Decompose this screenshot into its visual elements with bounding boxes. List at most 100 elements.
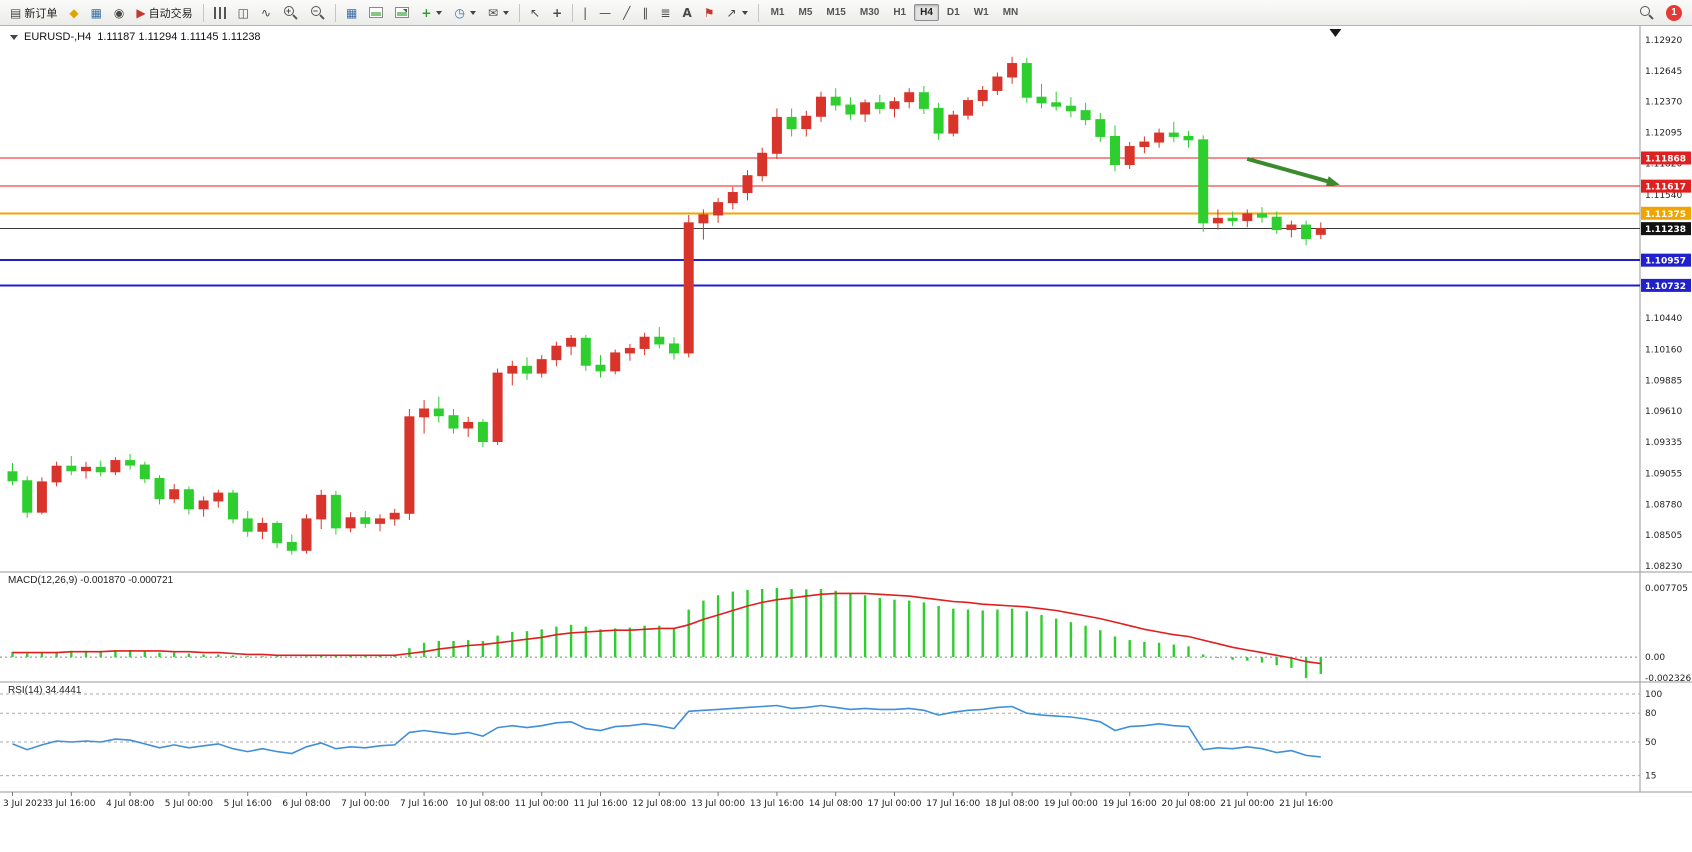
symbol-dropdown-icon[interactable] xyxy=(10,34,18,40)
price-badge xyxy=(1641,278,1691,292)
macd-axis-label: -0.002326 xyxy=(1645,674,1691,684)
price-axis-label: 1.09610 xyxy=(1645,407,1682,417)
bar-chart-button[interactable] xyxy=(209,2,231,24)
candlestick-button[interactable]: ◫ xyxy=(233,2,254,24)
candle-body xyxy=(845,104,856,115)
macd-label: MACD(12,26,9) -0.001870 -0.000721 xyxy=(8,575,174,586)
candle-body xyxy=(375,518,385,524)
candle-body xyxy=(228,492,238,520)
announcements-button[interactable]: ◆ xyxy=(64,2,83,24)
auto-scroll-button[interactable] xyxy=(364,2,388,24)
candle-body xyxy=(7,471,18,482)
notification-badge[interactable]: 1 xyxy=(1666,4,1682,21)
candle-body xyxy=(1242,213,1253,222)
timeframe-button-m15[interactable]: M15 xyxy=(820,4,851,21)
timeframe-button-mn[interactable]: MN xyxy=(997,4,1025,21)
indicators-plus-icon: + xyxy=(421,5,432,20)
vertical-line-button[interactable]: | xyxy=(578,2,592,24)
zoom-out-icon: − xyxy=(310,5,325,20)
candle-body xyxy=(125,460,136,466)
fibonacci-icon: ≣ xyxy=(660,5,671,20)
toolbar-right: 1 xyxy=(1633,2,1688,24)
bar-chart-icon xyxy=(213,6,226,19)
channel-icon: ∥ xyxy=(642,5,649,20)
candle-body xyxy=(272,522,283,543)
timeframe-button-m30[interactable]: M30 xyxy=(854,4,885,21)
trendline-button[interactable]: ╱ xyxy=(618,2,635,24)
candle-body xyxy=(360,517,371,524)
trend-arrow[interactable] xyxy=(1246,156,1335,185)
arrows-button[interactable]: ↗ xyxy=(722,2,753,24)
timeframe-button-h4[interactable]: H4 xyxy=(914,4,939,21)
candle-body xyxy=(22,480,33,513)
cursor-button[interactable]: ↖ xyxy=(525,2,545,24)
chart-shift-marker xyxy=(1329,29,1342,37)
macd-signal-line xyxy=(12,592,1321,665)
candle-body xyxy=(1065,105,1076,112)
line-chart-icon: ∿ xyxy=(260,5,272,20)
search-button[interactable] xyxy=(1634,2,1659,24)
text-button[interactable]: A xyxy=(677,2,696,24)
chart-shift-button[interactable] xyxy=(390,2,414,24)
periods-button[interactable]: ◷ xyxy=(449,2,480,24)
charts-button[interactable]: ▦ xyxy=(86,2,107,24)
market-watch-button[interactable]: ◉ xyxy=(109,2,129,24)
candle-body xyxy=(683,222,694,354)
tile-windows-button[interactable]: ▦ xyxy=(341,2,362,24)
horizontal-line-button[interactable]: — xyxy=(594,2,616,24)
time-axis-label: 12 Jul 08:00 xyxy=(632,799,686,809)
candle-body xyxy=(992,76,1003,91)
auto-scroll-icon xyxy=(369,7,384,18)
candle-body xyxy=(139,464,150,480)
new-order-label: 新订单 xyxy=(24,7,58,20)
templates-button[interactable]: ✉ xyxy=(483,2,514,24)
zoom-in-button[interactable]: + xyxy=(278,2,303,24)
indicators-button[interactable]: + xyxy=(416,2,447,24)
time-axis-label: 19 Jul 00:00 xyxy=(1044,799,1098,809)
candle-body xyxy=(1080,110,1091,121)
timeframe-button-m5[interactable]: M5 xyxy=(793,4,819,21)
candle-body xyxy=(816,96,826,117)
search-icon xyxy=(1639,5,1654,20)
label-button[interactable]: ⚑ xyxy=(699,2,720,24)
line-chart-button[interactable]: ∿ xyxy=(256,2,276,24)
price-badge-label: 1.10732 xyxy=(1645,282,1686,292)
timeframe-button-d1[interactable]: D1 xyxy=(941,4,966,21)
autotrading-button[interactable]: ▶ 自动交易 xyxy=(131,2,197,24)
toolbar-separator xyxy=(519,3,520,22)
fibonacci-button[interactable]: ≣ xyxy=(655,2,675,24)
candle-body xyxy=(1154,132,1165,143)
candle-body xyxy=(727,192,738,204)
caret-down-icon xyxy=(469,10,476,15)
timeframe-button-m1[interactable]: M1 xyxy=(765,4,791,21)
crosshair-button[interactable]: + xyxy=(547,2,567,24)
price-badge xyxy=(1641,151,1691,165)
zoom-out-button[interactable]: − xyxy=(305,2,330,24)
channel-button[interactable]: ∥ xyxy=(637,2,653,24)
candle-body xyxy=(771,116,782,154)
candle-body xyxy=(860,102,871,115)
time-axis-label: 7 Jul 16:00 xyxy=(400,799,449,809)
price-axis-label: 1.08230 xyxy=(1645,562,1682,572)
tile-windows-icon: ▦ xyxy=(346,5,358,20)
vertical-line-icon: | xyxy=(583,5,588,20)
time-axis-label: 3 Jul 16:00 xyxy=(47,799,96,809)
candle-body xyxy=(463,421,474,429)
candle-body xyxy=(1036,96,1047,104)
time-axis-label: 5 Jul 16:00 xyxy=(224,799,273,809)
timeframe-button-w1[interactable]: W1 xyxy=(968,4,995,21)
new-order-button[interactable]: ▤ 新订单 xyxy=(5,2,62,24)
candle-body xyxy=(757,152,768,177)
toolbar-separator xyxy=(202,3,204,22)
toolbar-separator xyxy=(335,3,337,22)
chart-ohlc-header: EURUSD-,H4 1.11187 1.11294 1.11145 1.112… xyxy=(10,31,261,43)
price-axis-label: 1.08780 xyxy=(1645,500,1682,510)
candle-body xyxy=(948,114,959,134)
timeframe-button-h1[interactable]: H1 xyxy=(887,4,912,21)
ohlc-values: 1.11187 1.11294 1.11145 1.11238 xyxy=(97,31,261,43)
candle-body xyxy=(110,460,121,473)
timeframe-group: M1 M5 M15 M30 H1 H4 D1 W1 MN xyxy=(765,4,1025,21)
candle-body xyxy=(742,175,753,194)
price-axis-label: 1.12920 xyxy=(1645,36,1682,46)
